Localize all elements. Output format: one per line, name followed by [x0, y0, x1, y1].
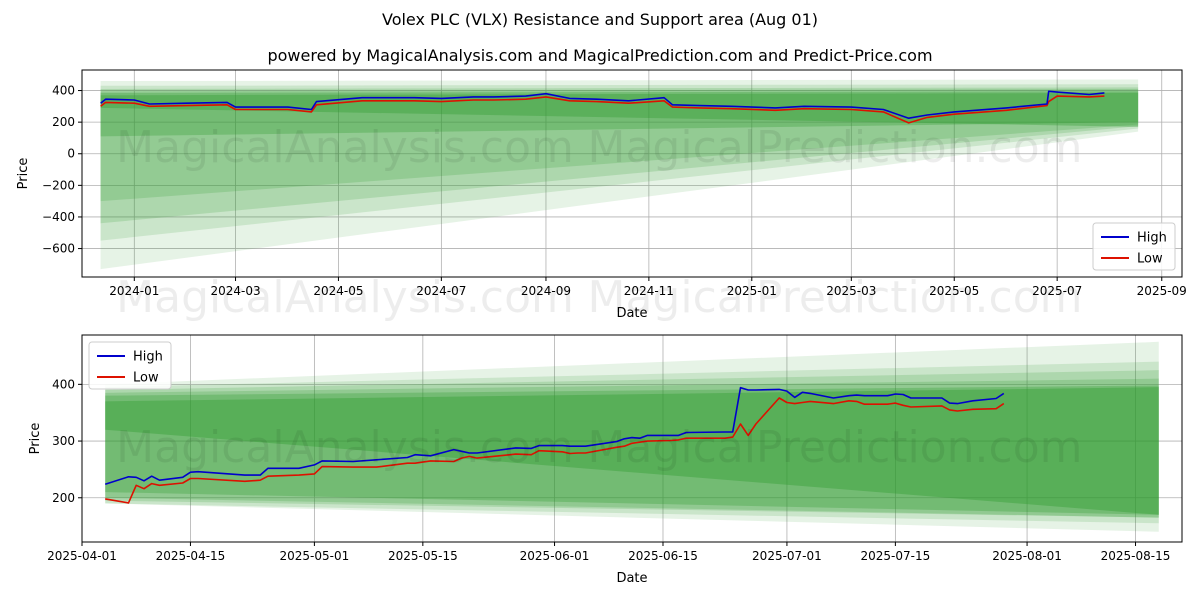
lower-xtick-label-6: 2025-07-01 [752, 549, 822, 563]
lower-band-3 [105, 378, 1159, 518]
lower-band-4 [105, 385, 1159, 515]
upper-legend-label-low: Low [1137, 252, 1163, 267]
lower-xtick-label-1: 2025-04-15 [156, 549, 226, 563]
lower-xtick-label-3: 2025-05-15 [388, 549, 458, 563]
lower-ytick-label-2: 400 [52, 377, 75, 391]
upper-bands [100, 79, 1139, 270]
watermark-prediction-top: MagicalPrediction.com [588, 122, 1083, 173]
lower-series-low-line [105, 397, 1005, 504]
lower-legend: High Low [88, 341, 172, 390]
upper-series-low-line [100, 95, 1105, 124]
upper-legend: High Low [1092, 222, 1176, 271]
upper-ytick-label-2: −200 [42, 178, 75, 192]
upper-xtick-label-3: 2024-07 [416, 284, 466, 298]
upper-band-1 [100, 84, 1139, 241]
lower-ytick-label-0: 200 [52, 491, 75, 505]
lower-yaxis-label: Price [28, 423, 43, 455]
upper-xtick-label-7: 2025-03 [826, 284, 876, 298]
lower-lines [104, 386, 1005, 504]
upper-xtick-label-4: 2024-09 [521, 284, 571, 298]
lower-xtick-label-7: 2025-07-15 [861, 549, 931, 563]
upper-ytick-label-1: −400 [42, 210, 75, 224]
lower-legend-label-high: High [133, 350, 163, 365]
upper-axes-frame [81, 69, 1183, 278]
lower-series-high-line [104, 386, 1005, 485]
upper-xtick-label-9: 2025-07 [1032, 284, 1082, 298]
upper-lines [100, 90, 1105, 124]
lower-xtick-label-2: 2025-05-01 [280, 549, 350, 563]
lower-xtick-label-9: 2025-08-15 [1101, 549, 1171, 563]
upper-ytick-label-3: 0 [67, 147, 75, 161]
upper-series-high-line [100, 90, 1105, 119]
upper-xaxis-label: Date [616, 306, 647, 321]
lower-legend-label-low: Low [133, 371, 159, 386]
lower-xaxis-label: Date [616, 571, 647, 586]
lower-xtick-label-0: 2025-04-01 [47, 549, 117, 563]
watermark-prediction-middle: MagicalPrediction.com [588, 272, 1083, 323]
chart-subtitle: powered by MagicalAnalysis.com and Magic… [267, 46, 933, 65]
upper-ytick-label-0: −600 [42, 242, 75, 256]
upper-xtick-label-2: 2024-05 [313, 284, 363, 298]
lower-band-0 [105, 341, 1159, 532]
upper-band-2 [100, 87, 1139, 224]
watermark-prediction-bottom: MagicalPrediction.com [588, 422, 1083, 473]
lower-axes-frame [81, 334, 1183, 543]
chart-title: Volex PLC (VLX) Resistance and Support a… [381, 10, 819, 29]
upper-price-chart: 2024-01 2024-03 2024-05 2024-07 2024-09 2024-… [16, 69, 1187, 321]
lower-xtick-label-4: 2025-06-01 [520, 549, 590, 563]
upper-band-4 [100, 91, 1139, 137]
upper-xtick-label-5: 2024-11 [624, 284, 674, 298]
upper-band-0 [100, 79, 1139, 270]
watermark-analysis-bottom: MagicalAnalysis.com [116, 422, 574, 473]
upper-ytick-label-4: 200 [52, 115, 75, 129]
lower-ytick-label-1: 300 [52, 434, 75, 448]
watermark-analysis-middle: MagicalAnalysis.com [116, 272, 574, 323]
upper-band-3 [100, 88, 1139, 202]
upper-legend-label-high: High [1137, 231, 1167, 246]
upper-xtick-label-1: 2024-03 [210, 284, 260, 298]
upper-xtick-label-6: 2025-01 [727, 284, 777, 298]
upper-xtick-label-10: 2025-09 [1137, 284, 1187, 298]
lower-xtick-label-8: 2025-08-01 [992, 549, 1062, 563]
lower-xtick-label-5: 2025-06-15 [628, 549, 698, 563]
watermark-analysis-top: MagicalAnalysis.com [116, 122, 574, 173]
lower-band-5 [105, 387, 1159, 515]
upper-yaxis-label: Price [16, 158, 31, 190]
lower-price-chart: 2025-04-01 2025-04-15 2025-05-01 2025-05-15… [28, 334, 1183, 586]
upper-ytick-label-5: 400 [52, 84, 75, 98]
upper-xtick-label-0: 2024-01 [109, 284, 159, 298]
lower-band-1 [105, 361, 1159, 524]
upper-xtick-label-8: 2025-05 [929, 284, 979, 298]
